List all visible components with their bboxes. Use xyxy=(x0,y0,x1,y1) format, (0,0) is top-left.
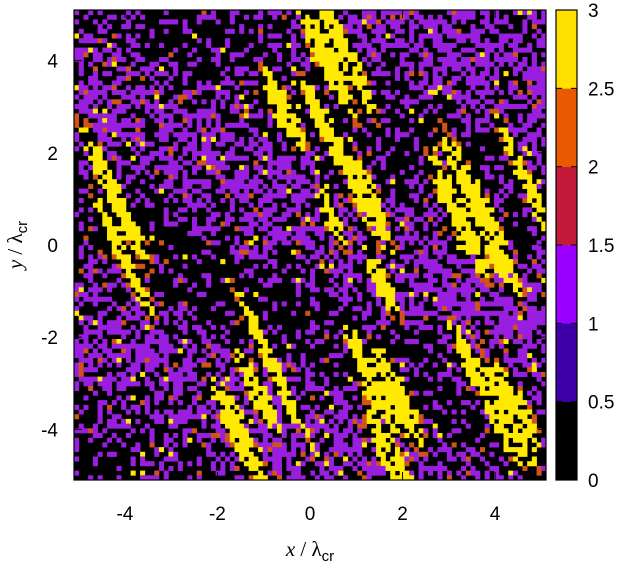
x-tick-label: 0 xyxy=(305,504,316,525)
colorbar-tick-label: 1.5 xyxy=(588,236,614,257)
colorbar-band xyxy=(556,401,577,481)
colorbar-tick-label: 2 xyxy=(588,158,599,179)
x-axis-label: x / λcr xyxy=(285,537,334,564)
x-tick-label: -2 xyxy=(209,504,226,525)
colorbar-tick-label: 0.5 xyxy=(588,393,614,414)
x-tick-label: -4 xyxy=(116,504,133,525)
x-axis: -4 -2 0 2 4 xyxy=(116,10,501,525)
colorbar-ticks: 0 0.5 1 1.5 2 2.5 3 xyxy=(556,1,614,492)
y-axis-label: y / λcr xyxy=(3,221,31,271)
x-tick-label: 4 xyxy=(490,504,501,525)
colorbar-tick-label: 2.5 xyxy=(588,79,614,100)
colorbar-tick-label: 0 xyxy=(588,471,599,492)
y-tick-label: -4 xyxy=(41,420,58,441)
colorbar-gradient xyxy=(556,10,577,481)
y-axis: -4 -2 0 2 4 xyxy=(41,52,546,441)
colorbar-band xyxy=(556,245,577,324)
colorbar-band xyxy=(556,323,577,402)
colorbar-tick-label: 3 xyxy=(588,1,599,22)
heatmap-raster xyxy=(74,10,547,481)
y-tick-label: 0 xyxy=(47,236,58,257)
colorbar-band xyxy=(556,10,577,89)
colorbar: 0 0.5 1 1.5 2 2.5 3 xyxy=(555,1,614,492)
y-tick-label: -2 xyxy=(41,328,58,349)
y-tick-label: 2 xyxy=(47,144,58,165)
x-tick-label: 2 xyxy=(397,504,408,525)
colorbar-band xyxy=(556,166,577,246)
colorbar-band xyxy=(556,88,577,167)
colorbar-tick-label: 1 xyxy=(588,314,599,335)
y-tick-label: 4 xyxy=(47,52,58,73)
